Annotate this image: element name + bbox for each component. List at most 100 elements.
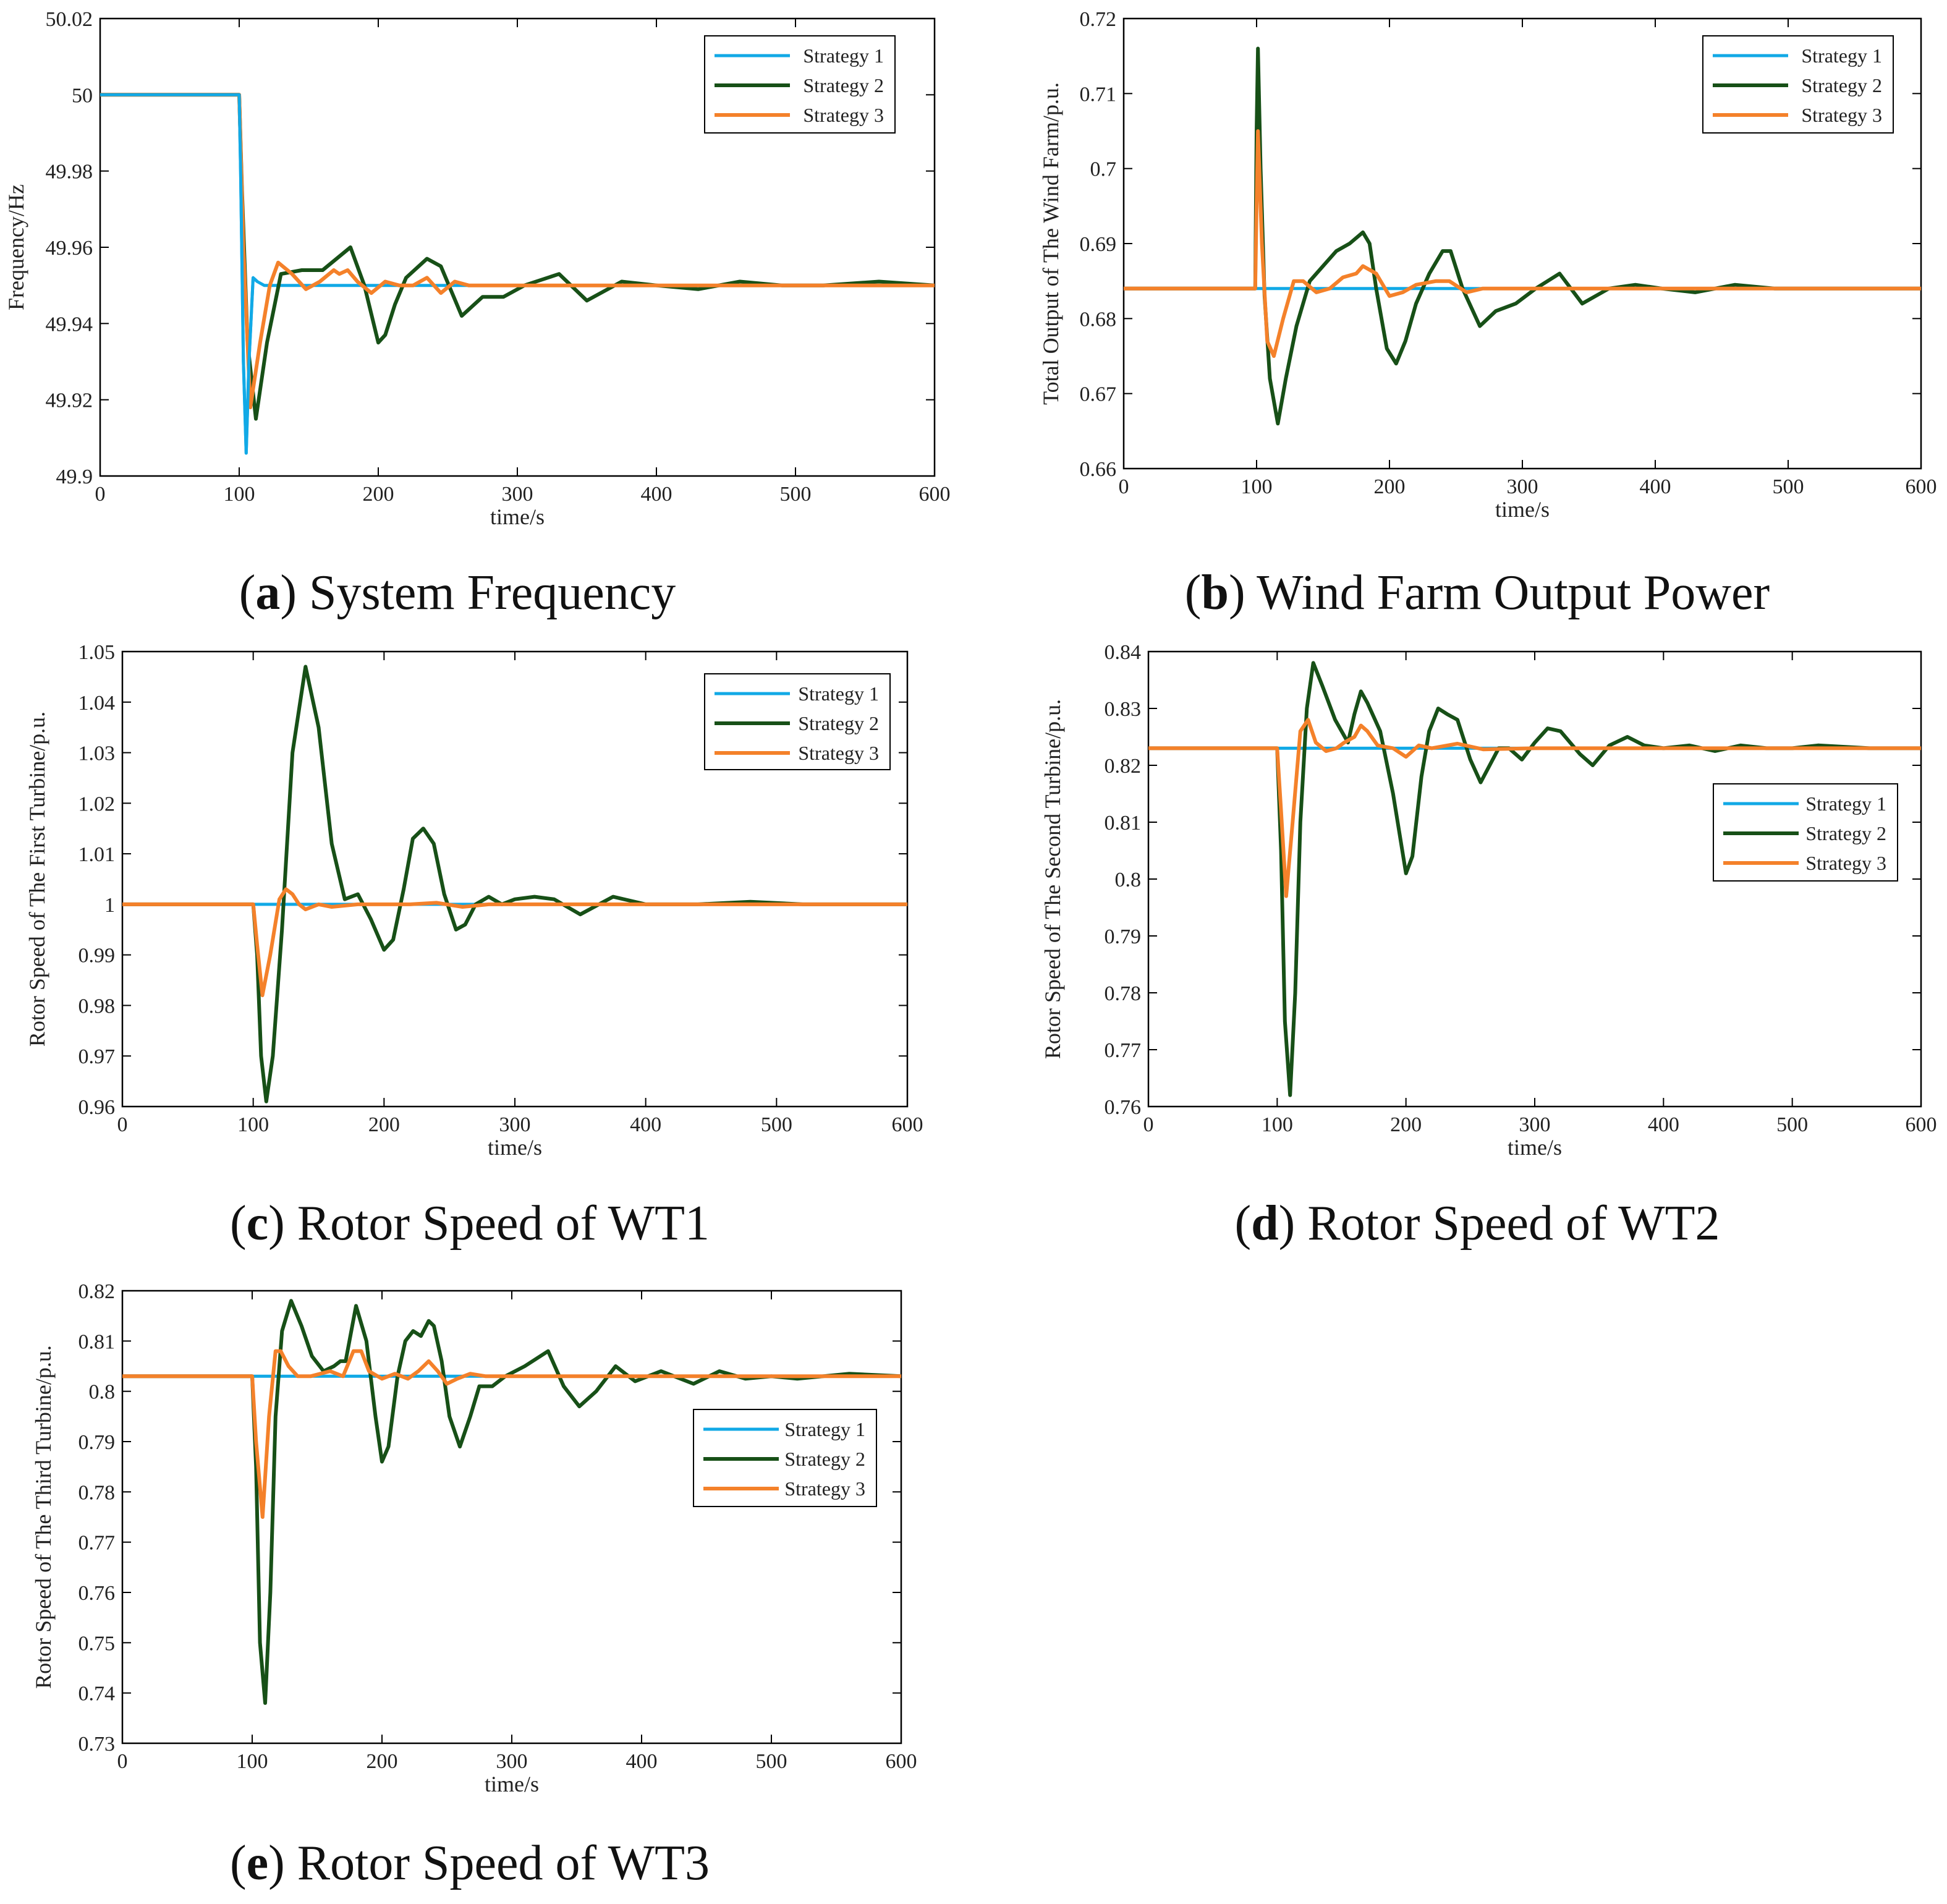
legend-label-strategy-1: Strategy 1 [803,45,884,67]
x-tick-label: 100 [224,483,255,506]
caption-paren-open: ( [230,1836,247,1890]
y-tick-label: 49.94 [46,313,93,336]
y-tick-label: 1 [104,894,115,917]
y-tick-label: 0.69 [1080,233,1117,256]
series-line-strategy-2 [100,93,935,421]
x-tick-label: 0 [95,483,106,506]
y-axis-label: Rotor Speed of The Second Turbine/p.u. [1040,699,1065,1059]
legend-label-strategy-2: Strategy 2 [798,712,879,734]
x-tick-label: 0 [1143,1113,1154,1136]
x-tick-label: 200 [367,1750,398,1773]
legend-label-strategy-1: Strategy 1 [1805,793,1886,815]
y-tick-label: 0.78 [78,1481,116,1504]
legend-label-strategy-2: Strategy 2 [803,74,884,96]
y-tick-label: 0.97 [78,1045,116,1068]
y-tick-label: 0.79 [78,1431,116,1454]
caption-text: System Frequency [309,566,676,620]
chart-e: 0 100 200 300 400 500 600 0.73 0.74 0.75 0.76 0.77 0… [31,1280,917,1890]
series-line-strategy-3 [122,1349,901,1519]
x-tick-label: 400 [1640,475,1671,498]
series-group [122,1299,901,1705]
x-tick-label: 300 [496,1750,528,1773]
plot-frame [121,1290,902,1745]
y-tick-label: 1.04 [78,692,116,715]
y-tick-label: 0.98 [78,995,116,1018]
legend: Strategy 1 Strategy 2 Strategy 3 [704,673,891,770]
caption-paren-open: ( [230,1196,247,1251]
legend-label-strategy-3: Strategy 3 [798,742,879,764]
legend-label-strategy-3: Strategy 3 [1801,104,1882,126]
legend: Strategy 1 Strategy 2 Strategy 3 [1702,35,1894,134]
chart-caption: (b) Wind Farm Output Power [1185,566,1770,620]
caption-text: Rotor Speed of WT2 [1307,1196,1720,1251]
y-axis-label: Total Output of The Wind Farm/p.u. [1038,82,1063,405]
y-tick-label: 0.79 [1105,925,1142,948]
chart-caption: (d) Rotor Speed of WT2 [1234,1196,1720,1251]
legend-label-strategy-2: Strategy 2 [784,1448,865,1470]
y-tick-label: 50 [72,84,93,107]
y-axis-label: Rotor Speed of The Third Turbine/p.u. [31,1345,56,1689]
x-tick-label: 500 [1776,1113,1808,1136]
y-tick-label: 0.83 [1105,698,1142,721]
y-tick-label: 0.84 [1105,641,1142,664]
x-tick-label: 400 [641,483,672,506]
series-line-strategy-3 [100,93,935,409]
x-axis-label: time/s [488,1135,542,1160]
x-axis-label: time/s [490,504,545,529]
y-tick-label: 0.8 [89,1381,116,1404]
y-tick-label: 1.01 [78,843,116,866]
chart-b: 0 100 200 300 400 500 600 0.66 0.67 0.68 0.69 0.7 0.… [1038,8,1937,620]
legend-label-strategy-2: Strategy 2 [1801,74,1882,96]
y-tick-label: 50.02 [46,8,93,31]
series-group [1124,46,1921,426]
x-tick-label: 100 [1241,475,1273,498]
y-tick-label: 0.68 [1080,308,1117,331]
x-tick-label: 400 [626,1750,658,1773]
y-tick-label: 0.76 [78,1582,116,1605]
legend-label-strategy-1: Strategy 1 [798,682,879,705]
legend-label-strategy-2: Strategy 2 [1805,822,1886,844]
chart-caption: (c) Rotor Speed of WT1 [230,1196,710,1251]
x-tick-label: 200 [368,1113,400,1136]
legend-label-strategy-3: Strategy 3 [1805,852,1886,874]
x-tick-label: 0 [1119,475,1129,498]
y-tick-label: 1.02 [78,793,116,815]
y-tick-label: 49.98 [46,161,93,184]
x-tick-label: 500 [761,1113,792,1136]
caption-letter: e [247,1836,269,1890]
y-tick-label: 0.76 [1105,1096,1142,1119]
caption-paren-open: ( [1185,566,1202,620]
x-tick-label: 0 [117,1750,128,1773]
legend: Strategy 1 Strategy 2 Strategy 3 [1713,783,1898,882]
series-group [122,665,907,1103]
y-tick-label: 0.73 [78,1733,116,1756]
y-tick-label: 0.74 [78,1683,116,1706]
caption-paren-close: ) [268,1196,297,1251]
legend-label-strategy-3: Strategy 3 [784,1477,865,1500]
series-line-strategy-3 [122,887,907,998]
y-axis-label: Rotor Speed of The First Turbine/p.u. [25,712,49,1047]
x-tick-label: 100 [237,1113,269,1136]
y-tick-label: 0.78 [1105,982,1142,1005]
caption-paren-close: ) [1279,1196,1308,1251]
legend-label-strategy-3: Strategy 3 [803,104,884,126]
x-tick-label: 600 [919,483,951,506]
legend: Strategy 1 Strategy 2 Strategy 3 [704,35,896,134]
caption-paren-close: ) [280,566,309,620]
caption-paren-close: ) [268,1836,297,1890]
y-tick-label: 0.82 [78,1280,116,1303]
caption-letter: d [1251,1196,1279,1251]
x-tick-label: 500 [1773,475,1804,498]
chart-d: 0 100 200 300 400 500 600 0.76 0.77 0.78 0.79 0.8 0.… [1040,641,1937,1251]
series-line-strategy-1-dip [100,93,258,455]
x-tick-label: 200 [363,483,394,506]
x-tick-label: 400 [1648,1113,1679,1136]
y-tick-label: 0.8 [1115,869,1142,891]
y-tick-label: 0.75 [78,1632,116,1655]
caption-letter: b [1201,566,1229,620]
series-line-strategy-3 [1148,718,1921,898]
caption-paren-close: ) [1229,566,1257,620]
y-tick-label: 1.03 [78,742,116,765]
y-tick-label: 49.9 [56,465,93,488]
caption-text: Wind Farm Output Power [1257,566,1770,620]
